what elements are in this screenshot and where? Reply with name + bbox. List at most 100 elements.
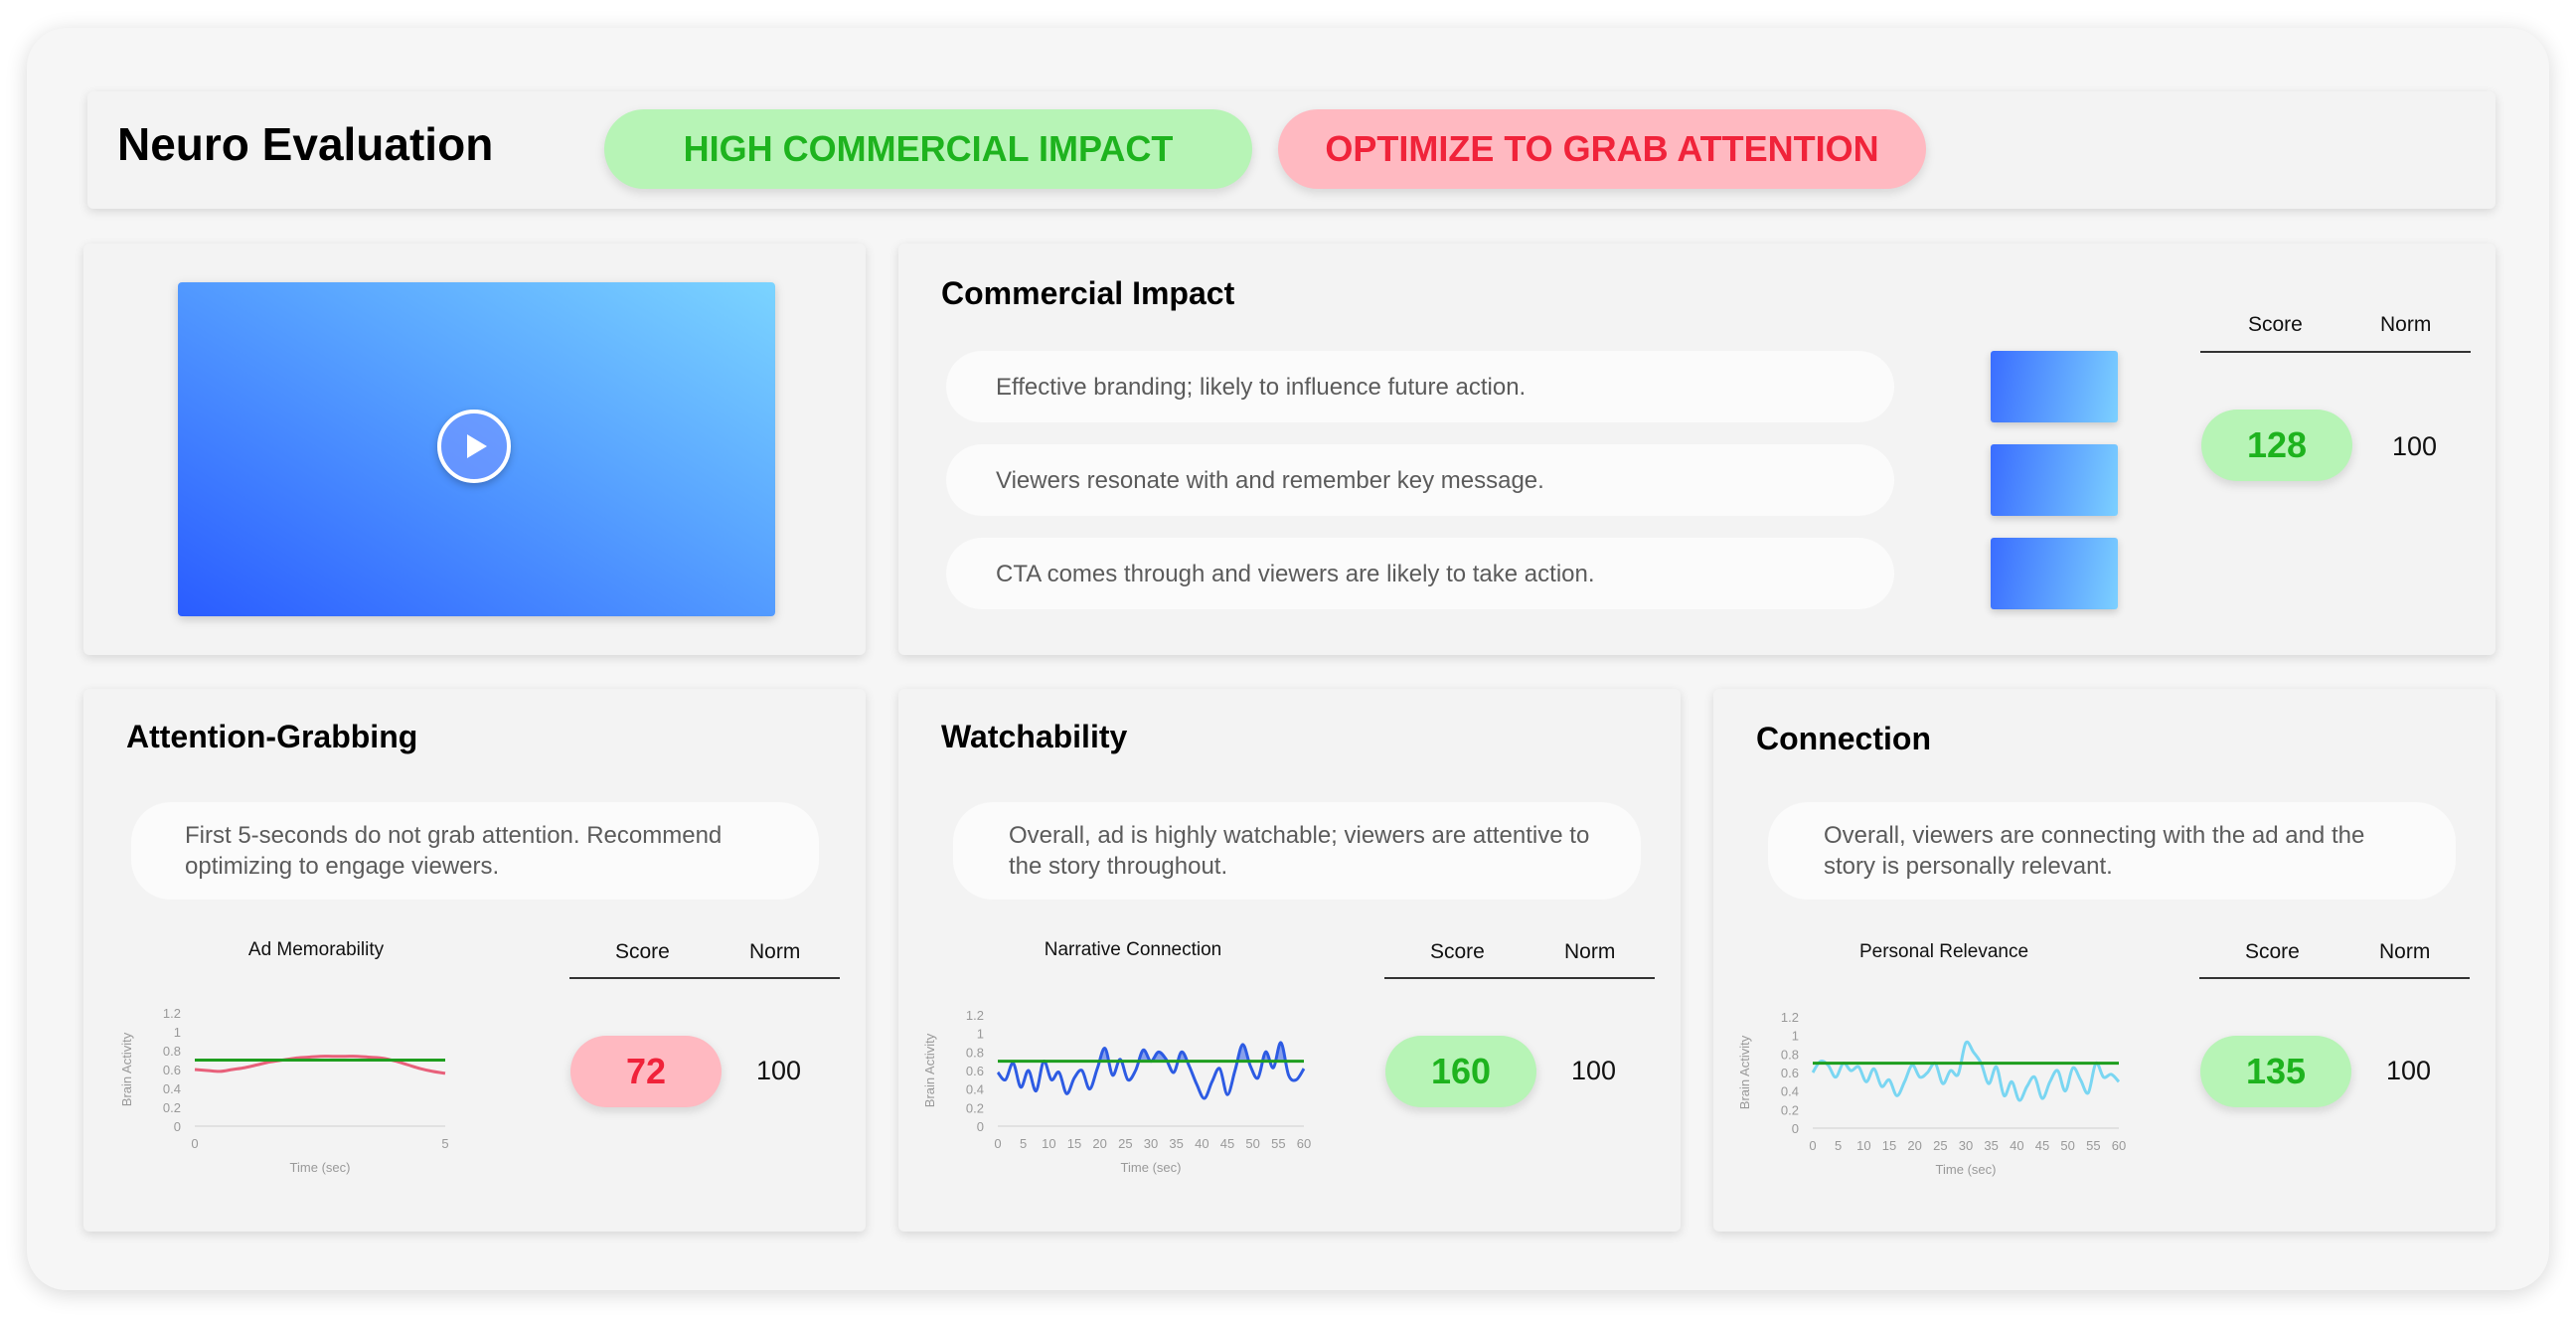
norm-header: Norm: [2379, 940, 2431, 963]
page-title: Neuro Evaluation: [117, 118, 494, 170]
y-tick-label: 0.8: [1781, 1047, 1799, 1062]
x-tick-label: 35: [1169, 1136, 1183, 1151]
commercial-item-1: Effective branding; likely to influence …: [946, 351, 1894, 422]
y-tick-label: 0: [977, 1119, 984, 1134]
y-axis-label: Brain Activity: [119, 1032, 134, 1106]
x-tick-label: 50: [2060, 1138, 2074, 1153]
attention-grabbing-card: Attention-Grabbing First 5-seconds do no…: [83, 689, 866, 1232]
attention-score-badge: 72: [570, 1036, 722, 1107]
connection-description: Overall, viewers are connecting with the…: [1768, 802, 2456, 900]
y-tick-label: 0.4: [163, 1081, 181, 1096]
x-tick-label: 0: [1809, 1138, 1816, 1153]
y-tick-label: 0: [1792, 1121, 1799, 1136]
narrative-connection-chart: 0 0.2 0.4 0.6 0.8 1 1.2 0 5 10 15 20 25 30 35 40 45 50 55 6…: [922, 1008, 1311, 1175]
commercial-item-3-bar: [1991, 538, 2118, 609]
attention-grabbing-title: Attention-Grabbing: [126, 719, 418, 754]
norm-header: Norm: [2380, 313, 2432, 336]
commercial-norm-value: 100: [2392, 431, 2438, 461]
y-tick-label: 0: [174, 1119, 181, 1134]
score-header: Score: [1430, 940, 1485, 963]
x-axis-label: Time (sec): [1936, 1162, 1997, 1177]
data-series-line: [996, 1041, 1306, 1100]
commercial-item-2-bar: [1991, 444, 2118, 516]
x-tick-label: 50: [1245, 1136, 1259, 1151]
score-table-rule: [2199, 977, 2470, 979]
header-bar: Neuro Evaluation HIGH COMMERCIAL IMPACT …: [87, 91, 2496, 209]
commercial-item-1-bar: [1991, 351, 2118, 422]
watchability-description: Overall, ad is highly watchable; viewers…: [953, 802, 1641, 900]
score-header: Score: [615, 940, 670, 963]
y-tick-label: 0.8: [163, 1044, 181, 1059]
chart-title: Ad Memorability: [247, 939, 385, 960]
x-tick-label: 30: [1144, 1136, 1158, 1151]
x-tick-label: 20: [1092, 1136, 1106, 1151]
commercial-item-3: CTA comes through and viewers are likely…: [946, 538, 1894, 609]
play-button[interactable]: [437, 410, 511, 483]
y-tick-label: 0.8: [966, 1045, 984, 1060]
x-tick-label: 15: [1067, 1136, 1081, 1151]
x-tick-label: 15: [1882, 1138, 1896, 1153]
connection-norm-value: 100: [2386, 1056, 2432, 1085]
x-tick-label: 60: [2112, 1138, 2126, 1153]
score-table-rule: [569, 977, 840, 979]
y-tick-label: 1: [977, 1027, 984, 1042]
x-tick-label: 20: [1907, 1138, 1921, 1153]
y-tick-label: 1.2: [1781, 1010, 1799, 1025]
y-axis-label: Brain Activity: [922, 1033, 937, 1107]
x-tick-label: 45: [1220, 1136, 1234, 1151]
watchability-card: Watchability Overall, ad is highly watch…: [898, 689, 1681, 1232]
y-tick-label: 0.2: [163, 1100, 181, 1115]
score-table-rule: [2200, 351, 2471, 353]
video-thumbnail[interactable]: [178, 282, 775, 616]
watchability-title: Watchability: [941, 719, 1128, 754]
y-tick-label: 1.2: [966, 1008, 984, 1023]
y-tick-label: 1.2: [163, 1006, 181, 1021]
norm-header: Norm: [1564, 940, 1616, 963]
y-tick-label: 0.4: [1781, 1084, 1799, 1099]
x-tick-label: 5: [1835, 1138, 1842, 1153]
high-commercial-impact-badge: HIGH COMMERCIAL IMPACT: [604, 109, 1252, 189]
attention-grabbing-description: First 5-seconds do not grab attention. R…: [131, 802, 819, 900]
x-tick-label: 10: [1042, 1136, 1055, 1151]
y-tick-label: 0.4: [966, 1082, 984, 1097]
x-axis-label: Time (sec): [1121, 1160, 1182, 1175]
y-tick-label: 0.6: [163, 1063, 181, 1077]
commercial-impact-card: Commercial Impact Effective branding; li…: [898, 244, 2496, 655]
x-tick-label: 10: [1856, 1138, 1870, 1153]
x-tick-label: 55: [2086, 1138, 2100, 1153]
x-tick-label: 25: [1933, 1138, 1947, 1153]
y-tick-label: 0.6: [1781, 1066, 1799, 1080]
watchability-norm-value: 100: [1571, 1056, 1617, 1085]
x-tick-label: 55: [1271, 1136, 1285, 1151]
x-tick-label: 60: [1297, 1136, 1311, 1151]
x-tick-label: 30: [1959, 1138, 1973, 1153]
x-tick-label: 25: [1118, 1136, 1132, 1151]
x-tick-label: 0: [994, 1136, 1001, 1151]
score-table-rule: [1384, 977, 1655, 979]
x-tick-label: 5: [1020, 1136, 1027, 1151]
watchability-score-badge: 160: [1385, 1036, 1536, 1107]
y-tick-label: 1: [1792, 1029, 1799, 1044]
commercial-item-2: Viewers resonate with and remember key m…: [946, 444, 1894, 516]
norm-header: Norm: [749, 940, 801, 963]
data-series-line: [1811, 1040, 2121, 1102]
chart-title: Narrative Connection: [1044, 939, 1222, 960]
optimize-attention-badge: OPTIMIZE TO GRAB ATTENTION: [1278, 109, 1926, 189]
score-header: Score: [2245, 940, 2300, 963]
x-tick-label: 5: [441, 1136, 448, 1151]
score-header: Score: [2248, 313, 2303, 336]
attention-norm-value: 100: [756, 1056, 802, 1085]
ad-memorability-chart: 0 0.2 0.4 0.6 0.8 1 1.2 0 5 Time (sec) Brain Activ…: [119, 1006, 449, 1175]
above-norm-area: [1099, 1043, 1286, 1062]
x-tick-label: 40: [2010, 1138, 2023, 1153]
y-tick-label: 1: [174, 1025, 181, 1040]
commercial-impact-title: Commercial Impact: [941, 275, 1235, 311]
y-tick-label: 0.6: [966, 1064, 984, 1078]
connection-score-badge: 135: [2200, 1036, 2351, 1107]
y-axis-label: Brain Activity: [1737, 1035, 1752, 1109]
personal-relevance-chart: 0 0.2 0.4 0.6 0.8 1 1.2 0 5 10 15 20 25 30 35 40 45 50 55 6…: [1737, 1010, 2126, 1177]
connection-title: Connection: [1756, 721, 1931, 756]
commercial-score-badge: 128: [2201, 410, 2352, 481]
data-series-line: [194, 1055, 446, 1075]
y-tick-label: 0.2: [1781, 1102, 1799, 1117]
